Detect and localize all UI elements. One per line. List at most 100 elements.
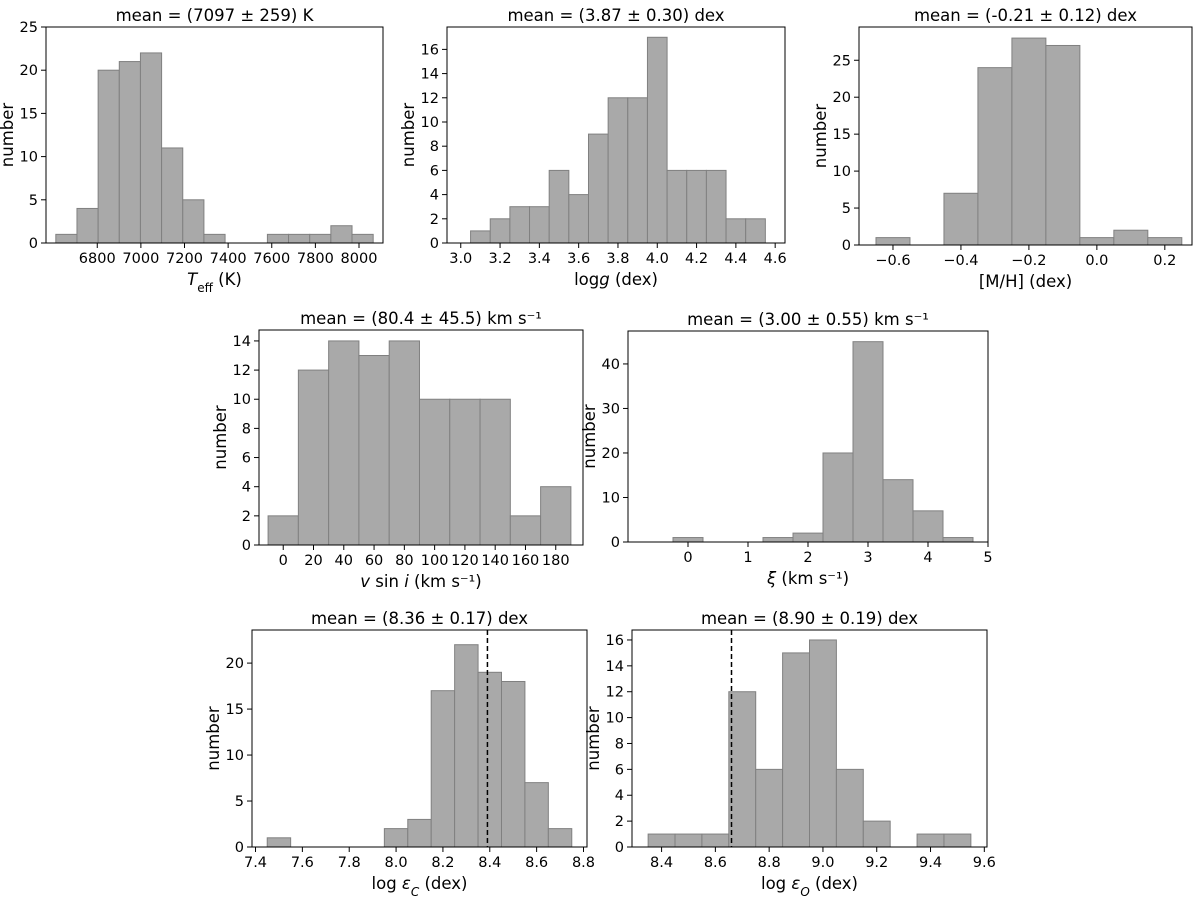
y-tick-label: 8 [615, 736, 624, 752]
x-tick-label: 9.4 [919, 855, 942, 871]
bar [835, 768, 864, 848]
bar [627, 97, 648, 244]
x-tick-label: 8.6 [704, 855, 727, 871]
y-tick-label: 0 [611, 535, 620, 551]
y-tick-label: 20 [20, 63, 38, 79]
bar [862, 820, 891, 848]
x-tick-label: 8.8 [758, 855, 781, 871]
bar [912, 510, 944, 543]
axes-frame [446, 26, 786, 244]
y-tick-label: 15 [833, 127, 851, 143]
bar [182, 199, 205, 244]
x-tick-label: 8.4 [478, 855, 501, 871]
y-tick-label: 10 [20, 150, 38, 166]
x-tick-label: 3 [863, 550, 872, 566]
y-tick-label: 12 [233, 363, 251, 379]
bar [1113, 229, 1149, 246]
bar [547, 828, 573, 848]
subplot-title: mean = (3.87 ± 0.30) dex [507, 6, 724, 25]
x-tick-label: 0.2 [1153, 253, 1176, 269]
y-tick-label: 10 [226, 748, 244, 764]
x-tick-label: 3.2 [489, 251, 512, 267]
x-axis-label-part: log [574, 270, 599, 289]
bar [809, 639, 837, 848]
y-tick-label: 8 [430, 139, 439, 155]
x-tick-label: 4.0 [646, 251, 669, 267]
bar [449, 398, 481, 546]
bar [568, 194, 589, 244]
x-axis-label-part: v [360, 572, 370, 591]
y-tick-label: 6 [615, 762, 624, 778]
bar [161, 147, 184, 244]
bar [76, 207, 99, 244]
x-axis-label: log εO (dex) [761, 874, 858, 897]
x-axis-label-part: (km s⁻¹) [776, 569, 849, 588]
y-axis-label: number [211, 405, 230, 470]
bar [705, 169, 727, 244]
x-tick-label: 9.2 [865, 855, 888, 871]
bar [666, 169, 688, 244]
bar [477, 671, 502, 848]
bar [509, 515, 542, 546]
x-tick-label: 1 [743, 550, 752, 566]
y-axis-label: number [584, 706, 603, 771]
x-tick-label: 100 [421, 553, 449, 569]
bar [479, 398, 511, 546]
bar [330, 225, 353, 244]
x-axis-label-part: log [372, 874, 402, 893]
y-tick-label: 0 [235, 840, 244, 856]
bar [454, 644, 479, 848]
bar [1147, 237, 1183, 246]
bar [540, 486, 572, 546]
x-axis-label-part: sin [370, 572, 404, 591]
x-tick-label: 3.6 [567, 251, 590, 267]
y-tick-label: 14 [421, 67, 439, 83]
bar [524, 782, 549, 848]
x-axis-label-part: g [599, 270, 609, 289]
bar [607, 97, 629, 244]
bar [672, 537, 704, 543]
bar [943, 833, 972, 848]
x-tick-label: 7.6 [291, 855, 314, 871]
x-tick-label: 9.0 [811, 855, 834, 871]
bar [943, 192, 979, 246]
x-axis-label-part: (dex) [810, 874, 858, 893]
x-axis-label-part: i [404, 572, 409, 591]
x-tick-label: −0.2 [1011, 253, 1046, 269]
bar [266, 837, 292, 848]
y-tick-label: 40 [602, 357, 620, 373]
bar [686, 169, 707, 244]
subplot-title: mean = (7097 ± 259) K [116, 6, 315, 25]
x-axis-label-part: C [411, 885, 420, 897]
y-tick-label: 14 [606, 659, 624, 675]
y-tick-label: 30 [602, 401, 620, 417]
bar [875, 237, 911, 246]
axes-frame [251, 629, 588, 848]
subplot-title: mean = (8.90 ± 0.19) dex [701, 609, 918, 628]
subplot-title: mean = (8.36 ± 0.17) dex [311, 609, 528, 628]
bar [97, 69, 120, 244]
y-tick-label: 0 [430, 236, 439, 252]
y-tick-label: 25 [833, 53, 851, 69]
bar [942, 537, 974, 543]
bar [882, 479, 914, 543]
x-tick-label: 8.4 [650, 855, 673, 871]
y-tick-label: 10 [421, 115, 439, 131]
bar [762, 537, 794, 543]
axes-frame [858, 26, 1193, 246]
bar [358, 355, 390, 546]
x-tick-label: 80 [395, 553, 413, 569]
x-tick-label: 0 [683, 550, 692, 566]
x-tick-label: 3.4 [528, 251, 551, 267]
y-tick-label: 20 [602, 446, 620, 462]
x-axis-label-part: T [187, 270, 199, 289]
subplot: 8.4 8.6 8.8 9.0 9.2 9.4 9.6 0 2 4 6 8 10 12 14 16 mean =… [584, 609, 996, 897]
bar [139, 52, 163, 244]
y-tick-label: 5 [235, 794, 244, 810]
bar [328, 340, 360, 546]
subplot: 6800 7000 7200 7400 7600 7800 8000 0 5 10 15 20 25 me… [0, 6, 384, 295]
x-axis-label: log εC (dex) [372, 874, 468, 897]
subplot: 0 20 40 60 80 100 120 140 160 180 0 2 4 6 8 10 12 14 mean … [211, 309, 584, 591]
y-tick-label: 0 [242, 538, 251, 554]
x-tick-label: 7200 [166, 251, 203, 267]
